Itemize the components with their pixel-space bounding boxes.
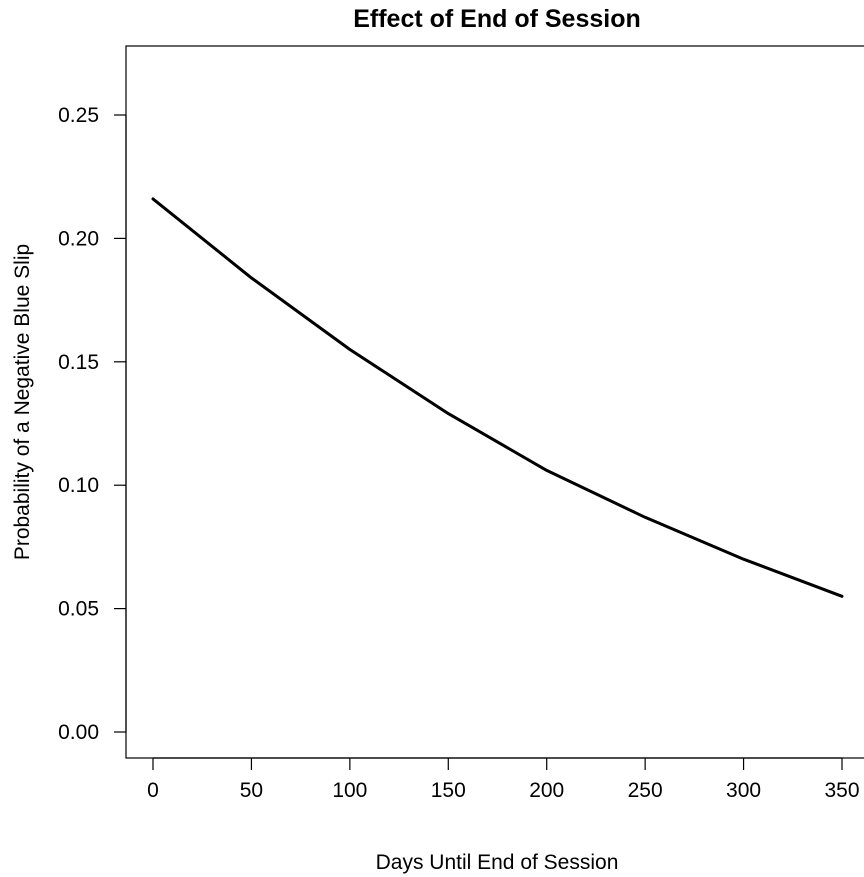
y-tick-label: 0.10 [58,474,99,497]
y-tick-label: 0.20 [58,227,99,250]
x-tick-label: 100 [332,779,367,802]
x-tick-label: 50 [240,779,263,802]
x-tick-label: 200 [529,779,564,802]
y-tick-label: 0.00 [58,721,99,744]
x-tick-label: 300 [726,779,761,802]
x-tick-label: 150 [431,779,466,802]
y-axis-title: Probability of a Negative Blue Slip [11,244,34,560]
series-line [151,197,844,598]
x-axis: 0 50 100 150 200 250 300 350 [147,757,860,802]
series-layer [151,197,844,598]
plot-frame [125,45,864,759]
x-tick-label: 350 [824,779,859,802]
y-tick-label: 0.15 [58,351,99,374]
x-tick-label: 0 [147,779,159,802]
y-tick-label: 0.05 [58,598,99,621]
y-axis: 0.00 0.05 0.10 0.15 0.20 0.25 [58,104,127,744]
x-axis-title: Days Until End of Session [376,851,619,874]
chart-title: Effect of End of Session [353,5,641,33]
y-tick-label: 0.25 [58,104,99,127]
x-tick-label: 250 [628,779,663,802]
